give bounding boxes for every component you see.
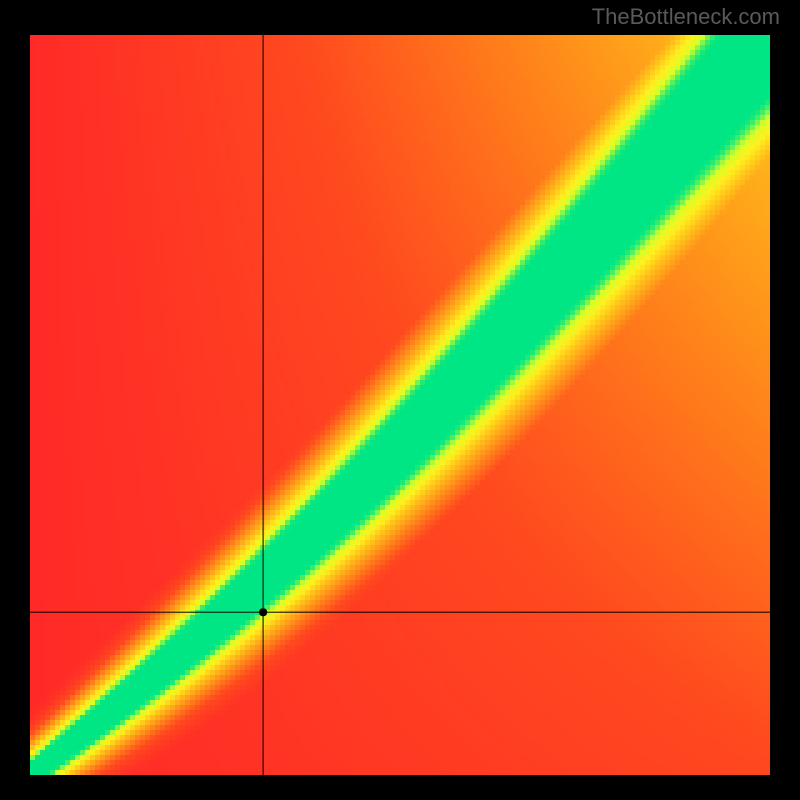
watermark: TheBottleneck.com: [592, 4, 780, 30]
chart-container: TheBottleneck.com: [0, 0, 800, 800]
plot-area: [30, 35, 770, 775]
heatmap-canvas: [30, 35, 770, 775]
